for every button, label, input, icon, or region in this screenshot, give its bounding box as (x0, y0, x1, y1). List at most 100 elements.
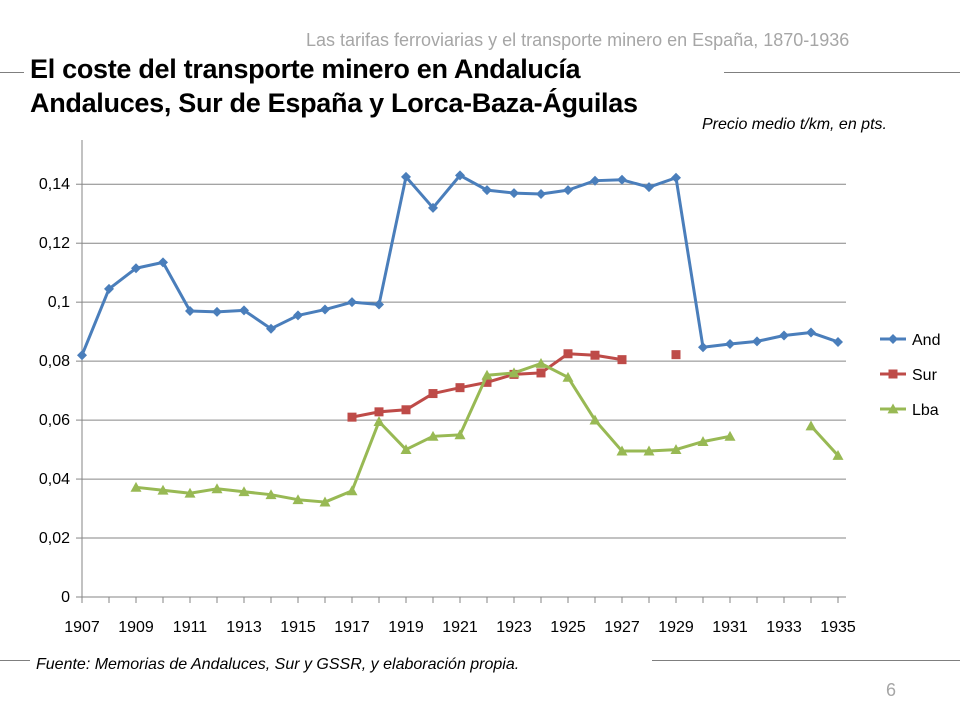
data-point-sur (347, 412, 357, 422)
x-tick-label: 1933 (766, 619, 802, 636)
data-point-and (185, 306, 195, 317)
data-point-lba (265, 489, 277, 500)
data-point-lba (535, 357, 547, 368)
data-point-lba (805, 420, 817, 431)
data-point-lba (211, 483, 223, 494)
source-note: Fuente: Memorias de Andaluces, Sur y GSS… (36, 656, 524, 674)
legend-marker (888, 369, 898, 379)
legend-item-lba: Lba (880, 402, 939, 419)
presentation-header: Las tarifas ferroviarias y el transporte… (306, 30, 850, 50)
data-point-lba (130, 481, 142, 492)
axes: 0 0,02 0,04 0,06 0,08 0,1 0,12 0,14 1907 1909 1911… (39, 140, 856, 636)
y-tick-label: 0,06 (39, 412, 70, 429)
legend-label: Sur (912, 367, 938, 384)
data-point-lba (157, 484, 169, 495)
x-tick-label: 1915 (280, 619, 316, 636)
data-point-and (239, 305, 249, 316)
data-point-sur (590, 350, 600, 360)
data-point-lba (346, 485, 358, 496)
data-point-and (77, 350, 87, 361)
data-point-sur (455, 383, 465, 393)
x-tick-label: 1929 (658, 619, 694, 636)
top-rule-right (714, 72, 960, 73)
series-line-lba (809, 424, 840, 457)
data-point-and (455, 170, 465, 181)
data-point-lba (373, 416, 385, 426)
y-tick-label: 0 (61, 589, 70, 606)
data-point-and (212, 306, 222, 317)
y-tick-label: 0,14 (39, 176, 70, 193)
data-point-lba (427, 430, 439, 441)
data-point-sur (401, 405, 411, 415)
slide-title-line2: Andaluces, Sur de España y Lorca-Baza-Ág… (30, 88, 638, 118)
data-point-and (536, 188, 546, 199)
x-tick-label: 1921 (442, 619, 478, 636)
legend-marker (887, 403, 899, 414)
data-point-sur (374, 407, 384, 417)
x-tick-label: 1907 (64, 619, 100, 636)
data-point-sur (563, 349, 573, 359)
data-point-and (563, 185, 573, 196)
data-point-and (617, 174, 627, 185)
series-sur (347, 349, 681, 422)
data-point-lba (481, 369, 493, 380)
gridlines (82, 183, 846, 539)
data-point-lba (724, 430, 736, 441)
data-point-lba (589, 414, 601, 425)
series-line-and (80, 173, 839, 356)
x-tick-label: 1931 (712, 619, 748, 636)
x-tick-label: 1919 (388, 619, 424, 636)
data-point-and (347, 297, 357, 308)
page-number: 6 (886, 680, 897, 700)
x-tick-label: 1913 (226, 619, 262, 636)
data-point-and (671, 172, 681, 183)
data-point-and (590, 175, 600, 186)
legend-item-sur: Sur (880, 367, 938, 384)
data-point-sur (428, 389, 438, 399)
data-point-sur (482, 377, 492, 387)
data-point-lba (643, 445, 655, 456)
chart-unit-label: Precio medio t/km, en pts. (702, 116, 887, 133)
x-tick-label: 1927 (604, 619, 640, 636)
slide-title-line1: El coste del transporte minero en Andalu… (30, 54, 581, 84)
x-tick-label: 1909 (118, 619, 154, 636)
source-rule-right (652, 660, 960, 661)
data-point-lba (697, 436, 709, 447)
data-point-and (266, 323, 276, 334)
series-and (77, 170, 843, 361)
legend-label: Lba (912, 402, 939, 419)
data-point-and (698, 342, 708, 353)
data-point-lba (400, 444, 412, 454)
data-point-and (833, 336, 843, 347)
y-tick-label: 0,08 (39, 353, 70, 370)
data-point-and (509, 188, 519, 199)
top-rule-left (0, 72, 24, 73)
data-point-lba (832, 449, 844, 460)
data-point-lba (670, 444, 682, 454)
data-point-sur (536, 368, 546, 378)
data-point-sur (671, 350, 681, 360)
data-point-and (158, 257, 168, 268)
data-point-lba (238, 486, 250, 497)
x-tick-label: 1917 (334, 619, 370, 636)
x-tick-label: 1935 (820, 619, 856, 636)
data-point-sur (617, 355, 627, 365)
data-point-and (428, 202, 438, 213)
data-point-and (644, 182, 654, 193)
data-point-and (401, 171, 411, 182)
data-point-lba (454, 429, 466, 440)
y-tick-label: 0,02 (39, 530, 70, 547)
series-lines (77, 170, 844, 507)
data-point-and (779, 330, 789, 341)
data-point-and (293, 310, 303, 321)
data-point-and (806, 327, 816, 338)
data-point-lba (616, 445, 628, 456)
y-tick-label: 0,1 (48, 294, 70, 311)
data-point-and (752, 336, 762, 347)
y-tick-label: 0,12 (39, 235, 70, 252)
slide-title: El coste del transporte minero en Andalu… (30, 52, 724, 120)
data-point-and (131, 263, 141, 274)
series-lba (130, 357, 844, 507)
y-tick-label: 0,04 (39, 471, 70, 488)
legend-label: And (912, 332, 940, 349)
